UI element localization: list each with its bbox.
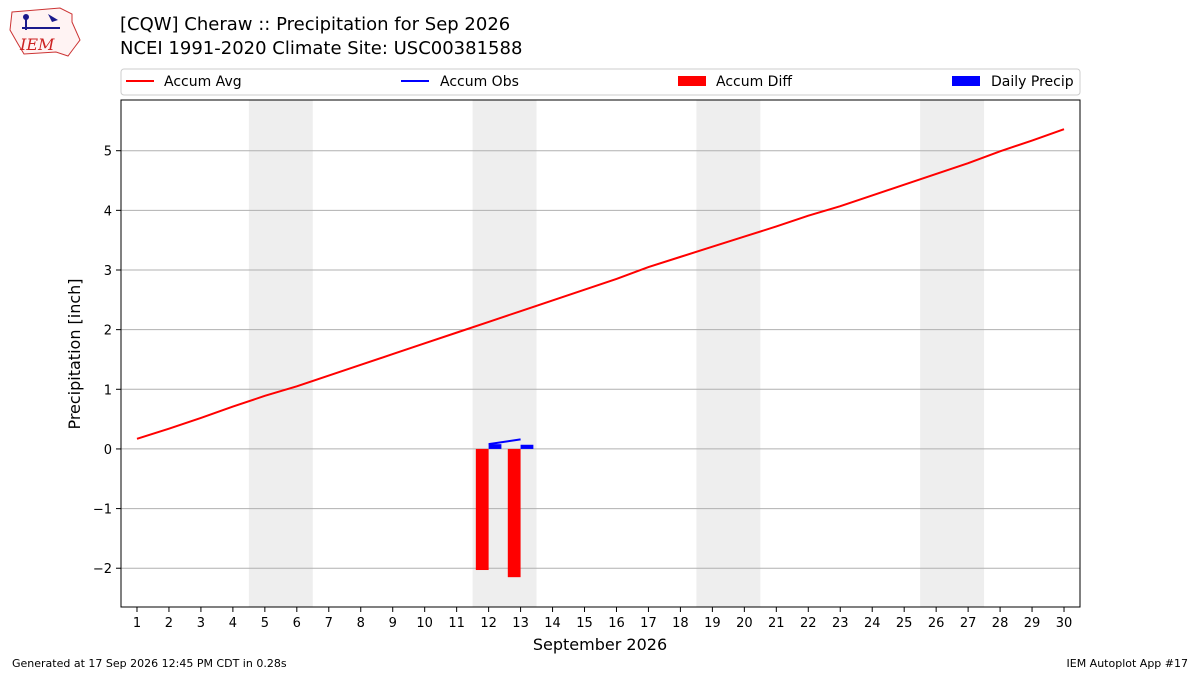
lines xyxy=(136,128,1065,446)
x-tick-label: 20 xyxy=(736,616,753,631)
x-tick-label: 21 xyxy=(768,616,785,631)
bar-daily-precip xyxy=(520,444,534,449)
y-tick-label: −1 xyxy=(93,503,112,518)
grid-lines xyxy=(121,150,1080,569)
weekend-band xyxy=(696,100,761,607)
logo-text: IEM xyxy=(19,35,55,54)
legend-label-accum-diff: Accum Diff xyxy=(716,74,792,90)
x-tick-label: 4 xyxy=(229,616,237,631)
y-tick-label: 3 xyxy=(104,264,112,279)
x-tick-label: 27 xyxy=(960,616,977,631)
legend-label-daily-precip: Daily Precip xyxy=(991,74,1074,90)
x-tick-label: 11 xyxy=(448,616,465,631)
line-accum-avg xyxy=(136,128,1065,440)
legend-swatch-accum-diff xyxy=(678,76,706,86)
bars xyxy=(475,444,534,578)
x-tick-label: 16 xyxy=(608,616,625,631)
x-tick-label: 2 xyxy=(165,616,173,631)
legend: Accum Avg Accum Obs Accum Diff Daily Pre… xyxy=(120,68,1081,96)
chart-subtitle: NCEI 1991-2020 Climate Site: USC00381588 xyxy=(120,38,522,59)
x-tick-label: 9 xyxy=(389,616,397,631)
y-axis-label: Precipitation [inch] xyxy=(65,278,84,429)
legend-frame xyxy=(120,68,1081,96)
y-tick-label: 4 xyxy=(104,204,112,219)
weekend-band xyxy=(248,100,313,607)
legend-label-accum-avg: Accum Avg xyxy=(164,74,242,90)
x-tick-label: 30 xyxy=(1056,616,1073,631)
x-tick-label: 1 xyxy=(133,616,141,631)
y-tick-label: −2 xyxy=(93,562,112,577)
x-axis-label: September 2026 xyxy=(533,635,667,654)
x-tick-label: 13 xyxy=(512,616,529,631)
x-tick-label: 28 xyxy=(992,616,1009,631)
line-accum-obs xyxy=(488,438,521,446)
bar-daily-precip xyxy=(488,444,502,449)
chart-title: [CQW] Cheraw :: Precipitation for Sep 20… xyxy=(120,14,510,35)
iem-logo: IEM xyxy=(9,7,81,57)
x-tick-label: 3 xyxy=(197,616,205,631)
plot-frame xyxy=(120,99,1081,608)
bar-accum-diff xyxy=(475,448,489,571)
y-tick-label: 0 xyxy=(104,443,112,458)
legend-label-accum-obs: Accum Obs xyxy=(440,74,519,90)
x-tick-label: 14 xyxy=(544,616,561,631)
y-tick-label: 5 xyxy=(104,145,112,160)
x-tick-label: 5 xyxy=(261,616,269,631)
legend-swatch-daily-precip xyxy=(952,76,980,86)
x-tick-label: 18 xyxy=(672,616,689,631)
footer-app-id: IEM Autoplot App #17 xyxy=(1066,657,1189,670)
x-tick-label: 17 xyxy=(640,616,657,631)
y-axis-ticks: −2 −1 0 1 2 3 4 5 xyxy=(93,145,121,577)
y-tick-label: 2 xyxy=(104,324,112,339)
x-tick-label: 19 xyxy=(704,616,721,631)
x-tick-label: 24 xyxy=(864,616,881,631)
x-tick-label: 25 xyxy=(896,616,913,631)
footer-generated: Generated at 17 Sep 2026 12:45 PM CDT in… xyxy=(12,657,287,670)
x-tick-label: 23 xyxy=(832,616,849,631)
y-tick-label: 1 xyxy=(104,383,112,398)
x-tick-label: 29 xyxy=(1024,616,1041,631)
x-tick-label: 12 xyxy=(480,616,497,631)
x-tick-label: 8 xyxy=(357,616,365,631)
bar-accum-diff xyxy=(507,448,521,578)
x-tick-label: 22 xyxy=(800,616,817,631)
x-tick-label: 7 xyxy=(325,616,333,631)
weekend-band xyxy=(920,100,985,607)
weekend-shading xyxy=(248,100,985,607)
x-tick-label: 15 xyxy=(576,616,593,631)
x-tick-label: 6 xyxy=(293,616,301,631)
x-axis-ticks: 1 2 3 4 5 6 7 8 9 10 11 12 13 14 15 16 17 18 19 20 21 22 23 24 2… xyxy=(133,607,1072,631)
x-tick-label: 10 xyxy=(416,616,433,631)
x-tick-label: 26 xyxy=(928,616,945,631)
